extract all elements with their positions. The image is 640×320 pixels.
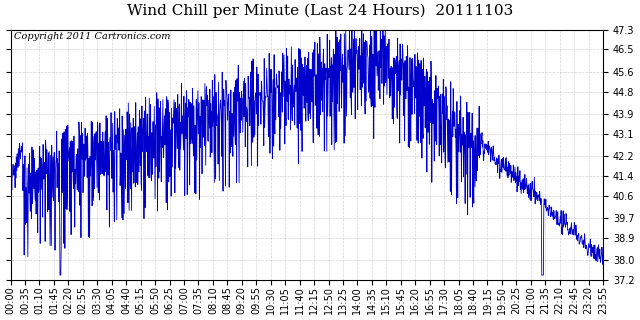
- Text: Copyright 2011 Cartronics.com: Copyright 2011 Cartronics.com: [13, 32, 170, 41]
- Text: Wind Chill per Minute (Last 24 Hours)  20111103: Wind Chill per Minute (Last 24 Hours) 20…: [127, 3, 513, 18]
